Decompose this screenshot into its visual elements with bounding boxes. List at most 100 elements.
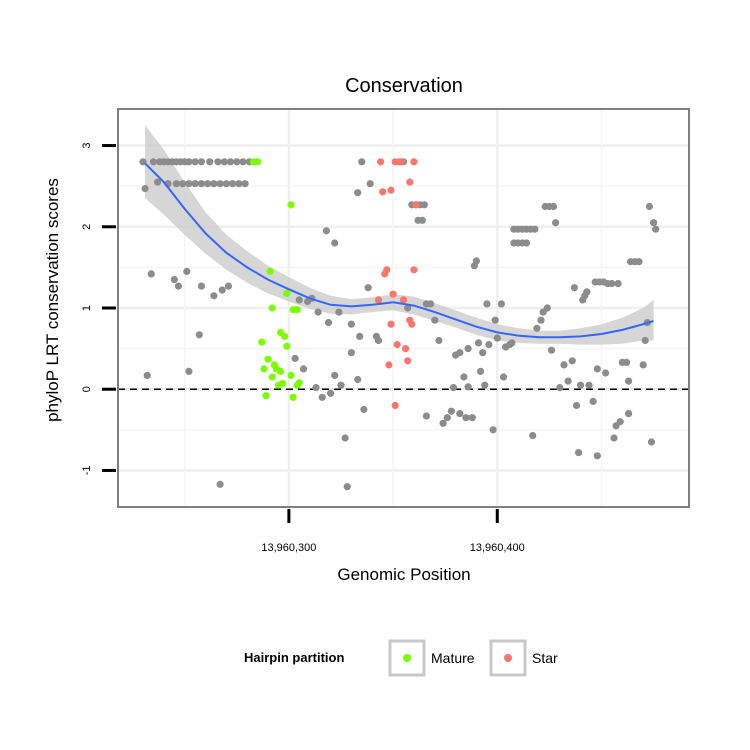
data-point-other [625, 377, 633, 385]
data-point-star [397, 158, 405, 166]
data-point-mature [260, 365, 268, 373]
data-point-other [493, 334, 501, 342]
y-tick-label: 3 [81, 143, 93, 149]
y-tick-label: 0 [81, 386, 93, 392]
data-point-other [141, 185, 149, 193]
data-point-other [622, 358, 631, 366]
y-tick-label: 2 [81, 224, 93, 230]
data-point-mature [254, 158, 262, 166]
data-point-star [387, 186, 395, 194]
data-point-other [185, 180, 193, 188]
data-point-mature [276, 367, 285, 375]
data-point-other [435, 336, 443, 345]
data-point-other [147, 270, 155, 278]
chart-title: Conservation [345, 75, 463, 97]
data-point-other [456, 410, 464, 418]
data-point-star [387, 320, 395, 328]
data-point-mature [295, 379, 303, 387]
data-point-other [337, 381, 345, 389]
data-point-other [226, 158, 235, 166]
data-point-other [154, 178, 162, 186]
legend-swatch-mature [403, 654, 411, 662]
data-point-other [197, 158, 205, 166]
data-point-other [447, 407, 455, 415]
data-point-other [650, 219, 658, 227]
data-point-other [483, 300, 491, 308]
data-point-other [564, 377, 572, 385]
data-point-star [404, 357, 412, 365]
data-point-other [374, 336, 383, 345]
data-point-other [241, 180, 249, 188]
data-point-other [489, 426, 497, 434]
data-point-other [322, 227, 330, 235]
data-point-other [575, 449, 583, 457]
data-point-other [235, 180, 243, 188]
data-point-star [406, 178, 414, 186]
data-point-other [529, 431, 537, 440]
data-point-mature [289, 393, 297, 401]
data-point-other [404, 304, 412, 312]
data-point-other [364, 284, 372, 292]
data-point-other [195, 331, 203, 339]
data-point-other [472, 257, 480, 265]
data-point-other [216, 180, 224, 188]
data-point-other [354, 189, 362, 197]
data-point-mature [262, 392, 270, 400]
data-point-other [341, 434, 349, 442]
data-point-other [347, 320, 355, 328]
data-point-other [216, 480, 224, 488]
data-point-other [481, 381, 489, 389]
data-point-star [391, 401, 399, 410]
data-point-other [583, 288, 591, 296]
data-point-other [191, 180, 199, 188]
data-point-other [641, 336, 649, 345]
data-point-other [139, 158, 147, 166]
data-point-other [418, 216, 426, 224]
data-point-other [327, 389, 335, 397]
data-point-other [477, 367, 485, 375]
data-point-star [379, 188, 387, 196]
data-point-star [408, 320, 416, 328]
data-point-other [149, 158, 157, 166]
data-point-other [299, 365, 308, 373]
data-point-other [485, 341, 493, 349]
data-point-star [393, 341, 401, 349]
data-point-other [464, 345, 472, 353]
data-point-other [172, 180, 180, 188]
data-point-other [468, 414, 476, 422]
data-point-other [537, 316, 545, 324]
data-point-other [229, 180, 237, 188]
data-point-other [491, 316, 499, 324]
legend-label-star: Star [532, 650, 558, 666]
data-point-other [185, 367, 193, 375]
data-point-other [589, 397, 597, 405]
data-point-other [343, 483, 351, 491]
data-point-mature [266, 267, 274, 275]
legend-title: Hairpin partition [244, 650, 344, 665]
data-point-other [358, 158, 366, 166]
data-point-other [543, 304, 551, 312]
data-point-other [331, 371, 339, 379]
data-point-star [389, 290, 397, 298]
data-point-other [183, 267, 191, 275]
data-point-other [577, 381, 585, 389]
data-point-other [625, 410, 633, 418]
data-point-other [533, 324, 541, 332]
data-point-other [185, 158, 193, 166]
data-point-other [291, 354, 299, 362]
data-point-other [608, 280, 616, 288]
data-point-other [295, 296, 303, 304]
legend-swatch-star [504, 654, 512, 662]
x-tick-label: 13,960,400 [470, 542, 525, 554]
data-point-other [143, 371, 151, 379]
data-point-other [614, 280, 622, 288]
data-point-other [568, 357, 576, 365]
data-point-other [616, 418, 624, 426]
y-axis: 3 2 1 0 -1 [81, 143, 116, 475]
data-point-other [314, 308, 322, 316]
data-point-other [439, 419, 447, 427]
data-point-other [427, 300, 435, 308]
data-point-other [479, 349, 487, 357]
data-point-other [347, 349, 355, 357]
